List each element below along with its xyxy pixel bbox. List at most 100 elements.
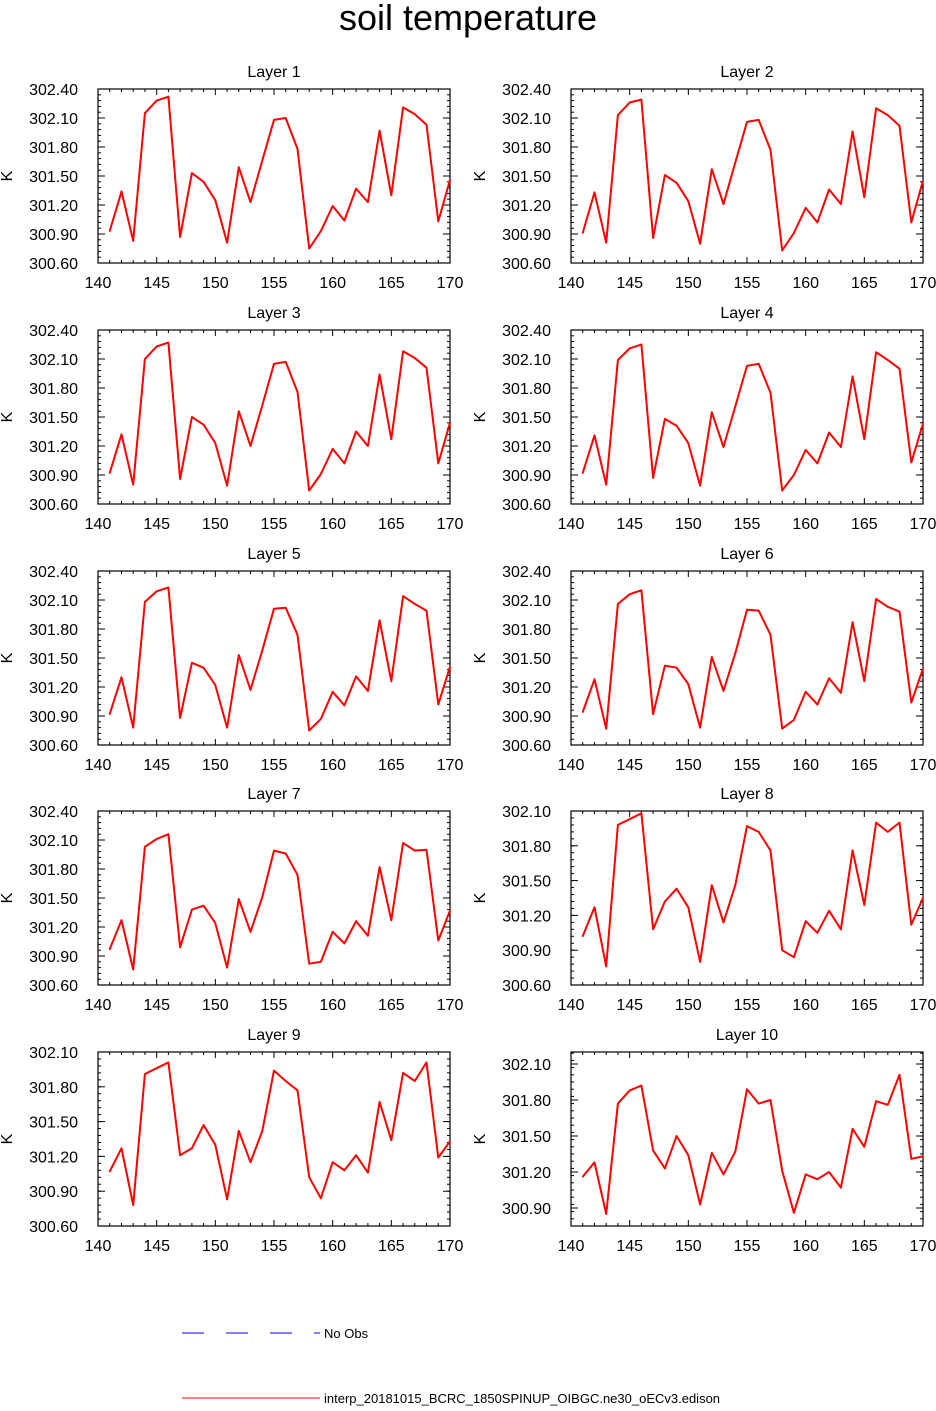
data-point — [675, 1135, 678, 1137]
y-tick-label: 301.50 — [502, 1129, 551, 1146]
data-point — [273, 363, 275, 365]
data-point — [816, 221, 819, 224]
data-point — [687, 683, 690, 685]
data-point — [155, 1067, 158, 1069]
data-point — [605, 241, 607, 244]
data-point — [781, 949, 783, 951]
data-point — [331, 448, 334, 450]
y-tick-label: 301.20 — [29, 439, 78, 456]
x-tick-label: 150 — [202, 997, 229, 1014]
data-point — [593, 678, 596, 681]
data-point — [214, 199, 217, 201]
data-point — [367, 934, 369, 937]
data-point — [664, 1167, 666, 1170]
data-point — [581, 232, 584, 234]
x-tick-label: 160 — [319, 1238, 346, 1255]
x-tick-label: 155 — [261, 757, 288, 774]
y-axis-label: K — [472, 411, 489, 422]
data-point — [757, 1102, 760, 1105]
data-point — [308, 247, 311, 250]
data-point — [179, 478, 181, 480]
data-point — [367, 201, 369, 203]
y-tick-label: 301.50 — [29, 651, 78, 668]
data-point — [355, 187, 357, 190]
data-point — [320, 473, 322, 475]
data-point — [355, 1154, 357, 1156]
y-tick-label: 300.90 — [29, 949, 78, 966]
data-point — [108, 1170, 111, 1173]
y-tick-label: 300.90 — [29, 709, 78, 726]
data-point — [343, 1169, 346, 1172]
data-point — [402, 106, 404, 109]
data-point — [628, 1089, 631, 1092]
data-point — [296, 148, 299, 150]
data-point — [898, 610, 901, 613]
data-point — [202, 423, 205, 426]
y-tick-label: 301.80 — [502, 622, 551, 639]
data-point — [378, 1101, 381, 1103]
data-point — [273, 849, 275, 852]
data-point — [367, 690, 369, 692]
model-series-line — [581, 98, 924, 252]
x-tick-label: 160 — [319, 275, 346, 292]
data-point — [722, 203, 725, 205]
data-point — [711, 1152, 713, 1154]
data-point — [238, 898, 240, 900]
data-point — [261, 896, 264, 898]
x-tick-label: 140 — [558, 1238, 585, 1255]
data-point — [887, 831, 889, 833]
data-point — [226, 966, 228, 969]
y-tick-label: 302.40 — [502, 323, 551, 340]
data-point — [320, 961, 322, 963]
data-point — [191, 416, 193, 418]
data-point — [449, 665, 451, 668]
data-point — [851, 1128, 854, 1130]
y-axis-label: K — [0, 170, 16, 181]
data-point — [757, 831, 760, 833]
y-tick-label: 300.60 — [502, 978, 551, 995]
data-point — [804, 1173, 807, 1176]
data-point — [155, 99, 158, 102]
y-tick-label: 301.20 — [29, 920, 78, 937]
data-point — [828, 1171, 830, 1173]
y-tick-label: 302.10 — [502, 352, 551, 369]
data-point — [711, 656, 713, 658]
data-point — [746, 365, 748, 367]
data-point — [238, 654, 240, 656]
data-point — [875, 1100, 877, 1102]
data-point — [711, 884, 713, 886]
x-tick-label: 150 — [675, 275, 702, 292]
data-point — [249, 445, 252, 447]
data-point — [887, 606, 889, 608]
data-point — [414, 1080, 416, 1082]
data-point — [816, 1178, 819, 1180]
x-tick-label: 160 — [319, 757, 346, 774]
data-point — [155, 590, 158, 593]
data-point — [593, 906, 596, 909]
x-tick-label: 150 — [675, 1238, 702, 1255]
panel-title: Layer 5 — [247, 546, 300, 563]
x-tick-label: 145 — [616, 275, 643, 292]
data-point — [828, 677, 830, 680]
data-point — [910, 923, 913, 926]
data-point — [226, 726, 228, 729]
data-point — [261, 159, 264, 162]
x-tick-label: 165 — [378, 757, 405, 774]
data-point — [414, 357, 416, 359]
data-point — [108, 948, 111, 950]
y-tick-label: 301.80 — [29, 140, 78, 157]
x-tick-label: 140 — [85, 757, 112, 774]
data-point — [922, 897, 924, 899]
data-point — [628, 818, 631, 820]
data-point — [202, 1124, 205, 1126]
data-point — [390, 1139, 393, 1141]
x-tick-label: 165 — [378, 275, 405, 292]
data-point — [191, 1147, 193, 1150]
data-point — [734, 1150, 737, 1153]
data-point — [425, 1061, 428, 1064]
x-tick-label: 145 — [616, 997, 643, 1014]
legend-model-label: interp_20181015_BCRC_1850SPINUP_OIBGC.ne… — [324, 1391, 720, 1406]
y-tick-label: 301.20 — [29, 1149, 78, 1166]
data-point — [132, 726, 134, 729]
y-tick-label: 302.10 — [29, 1045, 78, 1062]
